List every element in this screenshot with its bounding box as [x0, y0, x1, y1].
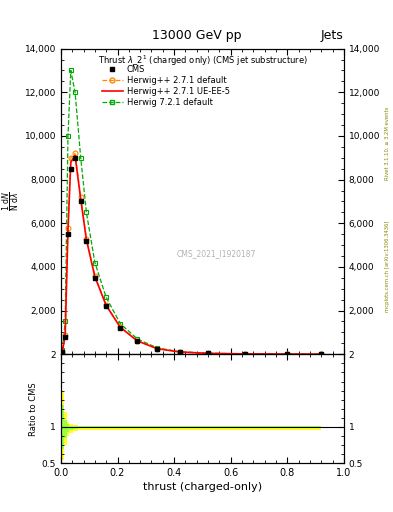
Text: Jets: Jets — [321, 30, 344, 42]
Y-axis label: $\frac{1}{\mathrm{N}}\frac{\mathrm{d}N}{\mathrm{d}\lambda}$: $\frac{1}{\mathrm{N}}\frac{\mathrm{d}N}{… — [0, 191, 22, 211]
Y-axis label: Ratio to CMS: Ratio to CMS — [29, 382, 37, 436]
Legend: CMS, Herwig++ 2.7.1 default, Herwig++ 2.7.1 UE-EE-5, Herwig 7.2.1 default: CMS, Herwig++ 2.7.1 default, Herwig++ 2.… — [102, 65, 230, 108]
Text: Rivet 3.1.10, ≥ 3.2M events: Rivet 3.1.10, ≥ 3.2M events — [385, 106, 390, 180]
Text: CMS_2021_I1920187: CMS_2021_I1920187 — [177, 249, 256, 259]
Text: mcplots.cern.ch [arXiv:1306.3436]: mcplots.cern.ch [arXiv:1306.3436] — [385, 221, 390, 312]
X-axis label: thrust (charged-only): thrust (charged-only) — [143, 482, 262, 493]
Text: 13000 GeV pp: 13000 GeV pp — [152, 30, 241, 42]
Text: Thrust $\lambda\_2^1$ (charged only) (CMS jet substructure): Thrust $\lambda\_2^1$ (charged only) (CM… — [98, 53, 308, 68]
